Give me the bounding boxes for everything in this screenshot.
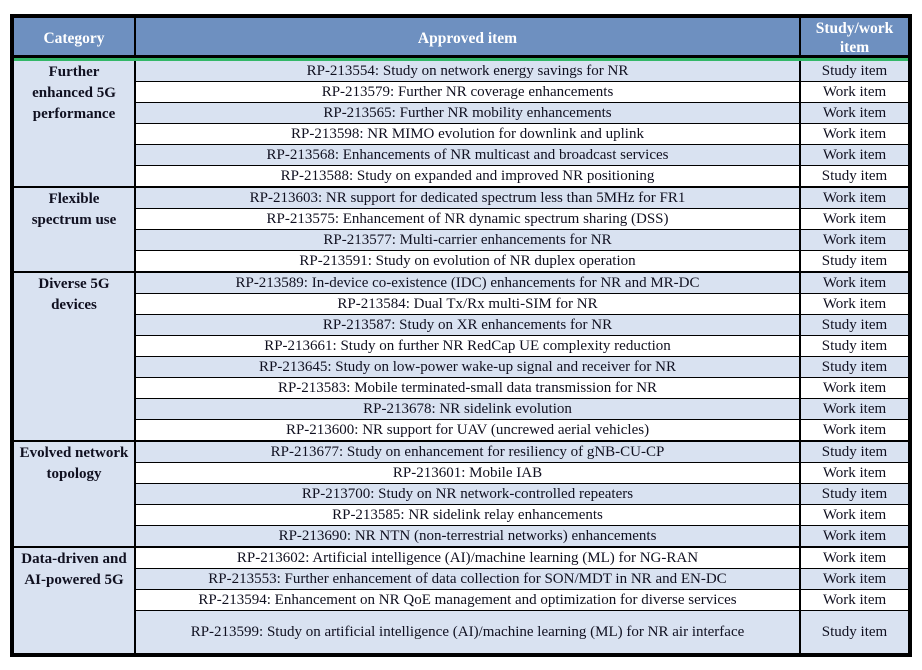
status-cell: Work item xyxy=(799,398,910,420)
column-header-category: Category xyxy=(12,16,135,61)
table-row: RP-213587: Study on XR enhancements for … xyxy=(12,314,910,336)
status-cell: Study item xyxy=(799,483,910,505)
approved-item-cell: RP-213661: Study on further NR RedCap UE… xyxy=(135,335,800,357)
table-row: Evolved network topology RP-213677: Stud… xyxy=(12,440,910,547)
approved-item-cell: RP-213584: Dual Tx/Rx multi-SIM for NR xyxy=(135,293,800,315)
status-cell: Study item xyxy=(799,59,910,82)
status-cell: Study item xyxy=(799,610,910,655)
column-header-study-work-item: Study/work item xyxy=(799,16,910,61)
approved-item-cell: RP-213678: NR sidelink evolution xyxy=(135,398,800,420)
approved-item-cell: RP-213587: Study on XR enhancements for … xyxy=(135,314,800,336)
status-cell: Study item xyxy=(799,356,910,378)
category-cell-further-enhanced-5g: Further enhanced 5G performance xyxy=(12,59,136,187)
category-cell-diverse-5g-devices: Diverse 5G devices xyxy=(12,271,136,441)
approved-item-cell: RP-213589: In-device co-existence (IDC) … xyxy=(135,271,800,294)
status-cell: Work item xyxy=(799,102,910,124)
table-row: RP-213600: NR support for UAV (uncrewed … xyxy=(12,419,910,441)
status-cell: Work item xyxy=(799,271,910,294)
table-row: Flexible spectrum use RP-213603: NR supp… xyxy=(12,186,910,272)
approved-item-cell: RP-213588: Study on expanded and improve… xyxy=(135,165,800,187)
status-cell: Study item xyxy=(799,165,910,187)
category-cell-evolved-network-topology: Evolved network topology xyxy=(12,440,136,547)
status-cell: Work item xyxy=(799,229,910,251)
approved-item-cell: RP-213585: NR sidelink relay enhancement… xyxy=(135,504,800,526)
status-cell: Study item xyxy=(799,335,910,357)
table-row: RP-213565: Further NR mobility enhanceme… xyxy=(12,102,910,124)
approved-item-cell: RP-213598: NR MIMO evolution for downlin… xyxy=(135,123,800,145)
table-row: RP-213585: NR sidelink relay enhancement… xyxy=(12,504,910,526)
approved-item-cell: RP-213594: Enhancement on NR QoE managem… xyxy=(135,589,800,611)
approved-item-cell: RP-213677: Study on enhancement for resi… xyxy=(135,440,800,463)
table-row: RP-213577: Multi-carrier enhancements fo… xyxy=(12,229,910,251)
table-row: RP-213594: Enhancement on NR QoE managem… xyxy=(12,589,910,611)
approved-item-cell: RP-213599: Study on artificial intellige… xyxy=(135,610,800,655)
table-row: RP-213601: Mobile IAB Work item xyxy=(12,462,910,484)
status-cell: Study item xyxy=(799,314,910,336)
approved-item-cell: RP-213554: Study on network energy savin… xyxy=(135,59,800,82)
status-cell: Work item xyxy=(799,81,910,103)
approved-item-cell: RP-213601: Mobile IAB xyxy=(135,462,800,484)
approved-items-table: Category Approved item Study/work item F… xyxy=(10,14,912,657)
approved-item-cell: RP-213577: Multi-carrier enhancements fo… xyxy=(135,229,800,251)
table-row: RP-213598: NR MIMO evolution for downlin… xyxy=(12,123,910,145)
table-row: RP-213690: NR NTN (non-terrestrial netwo… xyxy=(12,525,910,547)
status-cell: Work item xyxy=(799,144,910,166)
approved-item-cell: RP-213602: Artificial intelligence (AI)/… xyxy=(135,546,800,569)
approved-item-cell: RP-213565: Further NR mobility enhanceme… xyxy=(135,102,800,124)
status-cell: Work item xyxy=(799,123,910,145)
table-row: RP-213575: Enhancement of NR dynamic spe… xyxy=(12,208,910,230)
status-cell: Work item xyxy=(799,462,910,484)
status-cell: Work item xyxy=(799,504,910,526)
table-row: RP-213661: Study on further NR RedCap UE… xyxy=(12,335,910,357)
table-row: RP-213645: Study on low-power wake-up si… xyxy=(12,356,910,378)
approved-item-cell: RP-213690: NR NTN (non-terrestrial netwo… xyxy=(135,525,800,547)
status-cell: Work item xyxy=(799,546,910,569)
status-cell: Work item xyxy=(799,419,910,441)
approved-item-cell: RP-213700: Study on NR network-controlle… xyxy=(135,483,800,505)
table-row: RP-213678: NR sidelink evolution Work it… xyxy=(12,398,910,420)
table-row: RP-213583: Mobile terminated-small data … xyxy=(12,377,910,399)
approved-item-cell: RP-213583: Mobile terminated-small data … xyxy=(135,377,800,399)
approved-item-cell: RP-213591: Study on evolution of NR dupl… xyxy=(135,250,800,272)
table-row: RP-213584: Dual Tx/Rx multi-SIM for NR W… xyxy=(12,293,910,315)
status-cell: Study item xyxy=(799,250,910,272)
approved-item-cell: RP-213568: Enhancements of NR multicast … xyxy=(135,144,800,166)
table-row: Diverse 5G devices RP-213589: In-device … xyxy=(12,271,910,441)
table-row: RP-213599: Study on artificial intellige… xyxy=(12,610,910,655)
table-row: RP-213588: Study on expanded and improve… xyxy=(12,165,910,187)
status-cell: Work item xyxy=(799,377,910,399)
table-row: RP-213553: Further enhancement of data c… xyxy=(12,568,910,590)
approved-item-cell: RP-213600: NR support for UAV (uncrewed … xyxy=(135,419,800,441)
status-cell: Work item xyxy=(799,293,910,315)
status-cell: Work item xyxy=(799,525,910,547)
table-row: RP-213700: Study on NR network-controlle… xyxy=(12,483,910,505)
approved-item-cell: RP-213575: Enhancement of NR dynamic spe… xyxy=(135,208,800,230)
header-row: Category Approved item Study/work item xyxy=(12,16,910,61)
table-header: Category Approved item Study/work item xyxy=(12,16,910,61)
category-cell-flexible-spectrum-use: Flexible spectrum use xyxy=(12,186,136,272)
table-row: Data-driven and AI-powered 5G RP-213602:… xyxy=(12,546,910,655)
approved-item-cell: RP-213553: Further enhancement of data c… xyxy=(135,568,800,590)
table-row: RP-213591: Study on evolution of NR dupl… xyxy=(12,250,910,272)
table-row: RP-213579: Further NR coverage enhanceme… xyxy=(12,81,910,103)
table-row: RP-213568: Enhancements of NR multicast … xyxy=(12,144,910,166)
approved-item-cell: RP-213645: Study on low-power wake-up si… xyxy=(135,356,800,378)
status-cell: Work item xyxy=(799,208,910,230)
approved-item-cell: RP-213603: NR support for dedicated spec… xyxy=(135,186,800,209)
approved-item-cell: RP-213579: Further NR coverage enhanceme… xyxy=(135,81,800,103)
status-cell: Work item xyxy=(799,186,910,209)
column-header-approved-item: Approved item xyxy=(134,16,800,61)
table-row: Further enhanced 5G performance RP-21355… xyxy=(12,59,910,187)
status-cell: Study item xyxy=(799,440,910,463)
status-cell: Work item xyxy=(799,568,910,590)
status-cell: Work item xyxy=(799,589,910,611)
category-cell-data-driven-ai-5g: Data-driven and AI-powered 5G xyxy=(12,546,136,655)
